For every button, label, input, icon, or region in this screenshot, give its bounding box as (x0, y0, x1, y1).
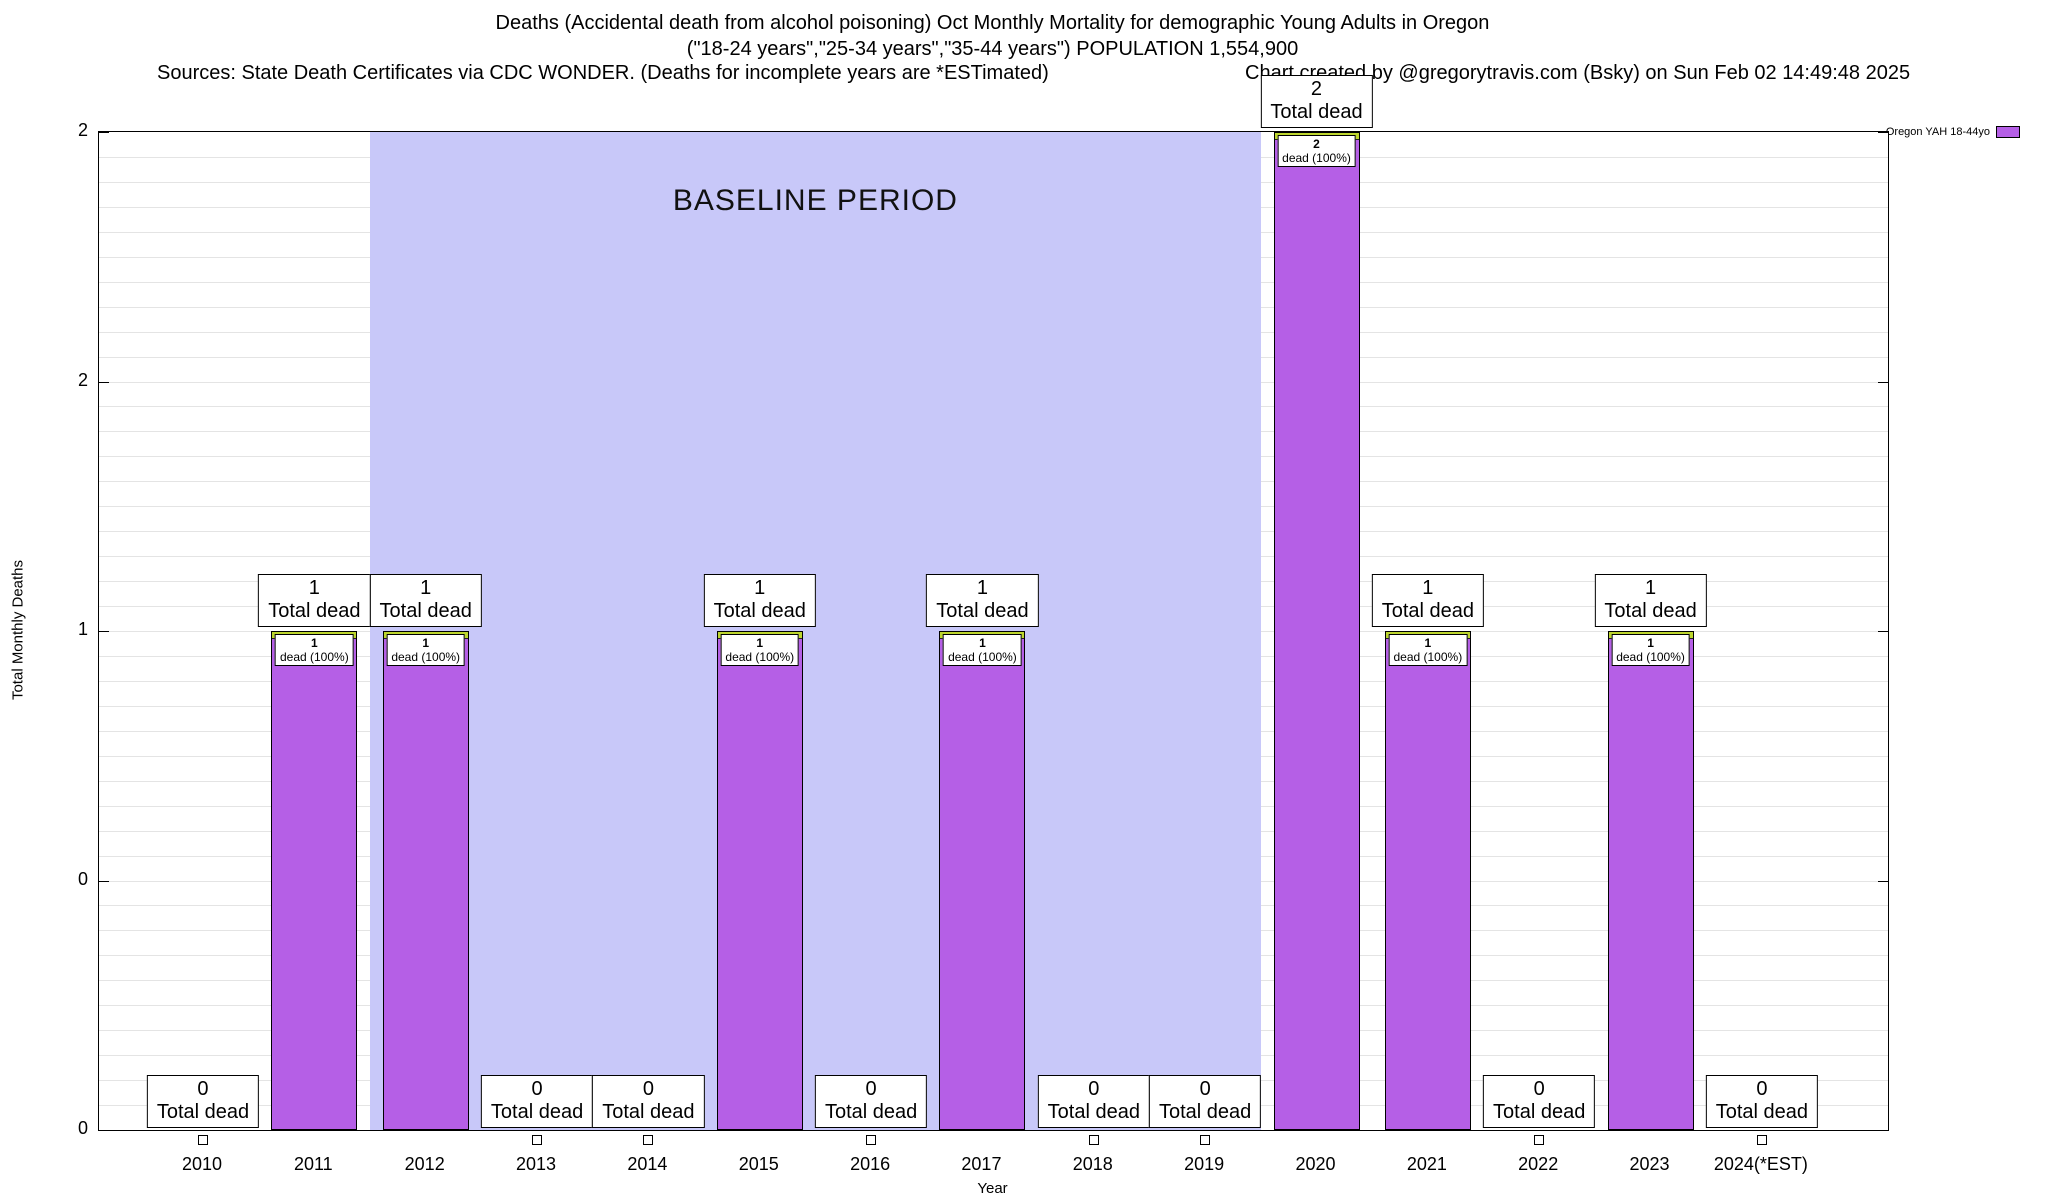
bar-total-label: 0 Total dead (1483, 1074, 1596, 1128)
bar-total-label: 2 Total dead (1260, 74, 1373, 128)
bar (271, 631, 358, 1130)
bar-total-label: 0 Total dead (1148, 1074, 1262, 1128)
bar-total-label: 1 Total dead (926, 573, 1039, 627)
x-tick-label: 2011 (293, 1154, 333, 1174)
y-tick-label: 2 (77, 369, 88, 390)
zero-marker (643, 1135, 654, 1145)
legend: Oregon YAH 18-44yo (1886, 126, 2020, 138)
bar-dead-label: 1 dead (100%) (1388, 634, 1468, 667)
bar-total-label: 0 Total dead (1705, 1074, 1819, 1128)
y-tick-mark (99, 880, 109, 882)
zero-marker (866, 1135, 877, 1145)
bar-total-label: 0 Total dead (592, 1074, 705, 1128)
y-tick-mark (1878, 132, 1888, 133)
zero-marker (532, 1135, 543, 1145)
y-tick-mark (1878, 880, 1888, 882)
chart-credit: Chart created by @gregorytravis.com (Bsk… (1245, 62, 1911, 84)
x-tick-label: 2019 (1184, 1154, 1225, 1174)
bar-total-label: 1 Total dead (703, 573, 816, 627)
bar-total-label: 1 Total dead (1594, 573, 1707, 627)
x-tick-label: 2016 (850, 1154, 891, 1174)
x-tick-label: 2013 (516, 1154, 557, 1174)
x-axis-title: Year (977, 1180, 1008, 1197)
legend-label: Oregon YAH 18-44yo (1885, 126, 1990, 138)
x-tick-label: 2023 (1629, 1154, 1670, 1174)
baseline-label: BASELINE PERIOD (672, 184, 958, 217)
bar-total-label: 1 Total dead (258, 573, 371, 627)
zero-marker (1534, 1135, 1545, 1145)
bar-total-label: 0 Total dead (480, 1074, 594, 1128)
bar-dead-label: 1 dead (100%) (274, 634, 354, 667)
bar-total-label: 0 Total dead (146, 1074, 260, 1128)
bar-dead-label: 1 dead (100%) (720, 634, 800, 667)
x-tick-label: 2014 (627, 1154, 668, 1174)
bar-total-label: 0 Total dead (1037, 1074, 1150, 1128)
y-tick-mark (99, 631, 109, 632)
zero-marker (1200, 1135, 1211, 1145)
x-tick-label: 2024(*EST) (1713, 1154, 1808, 1174)
x-tick-label: 2022 (1518, 1154, 1559, 1174)
bar-dead-label: 2 dead (100%) (1277, 135, 1356, 168)
y-tick-mark (99, 381, 109, 383)
bar-total-label: 1 Total dead (1371, 573, 1484, 627)
y-tick-mark (99, 132, 109, 133)
x-tick-label: 2018 (1072, 1154, 1113, 1174)
bar (939, 631, 1026, 1130)
x-tick-label: 2015 (738, 1154, 779, 1174)
zero-marker (1088, 1135, 1099, 1145)
bar-total-label: 0 Total dead (814, 1074, 928, 1128)
bar (1607, 631, 1694, 1130)
bar (382, 631, 469, 1130)
chart-sources: Sources: State Death Certificates via CD… (157, 62, 1049, 84)
legend-swatch (1996, 126, 2020, 138)
bar-dead-label: 1 dead (100%) (386, 634, 466, 667)
y-tick-mark (1878, 631, 1888, 632)
x-tick-label: 2017 (961, 1154, 1002, 1174)
y-tick-label: 2 (77, 120, 88, 140)
baseline-region: BASELINE PERIOD (370, 132, 1261, 1130)
x-tick-label: 2021 (1406, 1154, 1447, 1174)
bar-dead-label: 1 dead (100%) (943, 634, 1022, 667)
bar-total-label: 1 Total dead (369, 573, 482, 627)
x-tick-label: 2012 (404, 1154, 445, 1174)
chart-title: Deaths (Accidental death from alcohol po… (495, 12, 1490, 34)
bar (1384, 631, 1471, 1130)
bar (716, 631, 803, 1130)
y-tick-mark (99, 1130, 109, 1131)
chart-subtitle: ("18-24 years","25-34 years","35-44 year… (686, 38, 1299, 60)
y-tick-label: 0 (77, 1118, 88, 1138)
bar (1273, 132, 1360, 1130)
x-tick-label: 2020 (1295, 1154, 1336, 1174)
y-tick-label: 0 (77, 868, 88, 889)
y-axis-title: Total Monthly Deaths (9, 559, 27, 701)
plot-area: BASELINE PERIOD 0 Total dead 1 dead (100%) 1 T… (98, 74, 1889, 1145)
y-tick-mark (1878, 1130, 1888, 1131)
y-tick-label: 1 (77, 619, 88, 639)
y-tick-mark (1878, 381, 1888, 383)
x-tick-label: 2010 (181, 1154, 223, 1174)
bar-dead-label: 1 dead (100%) (1611, 634, 1690, 667)
zero-marker (1756, 1135, 1767, 1145)
zero-marker (198, 1135, 208, 1145)
